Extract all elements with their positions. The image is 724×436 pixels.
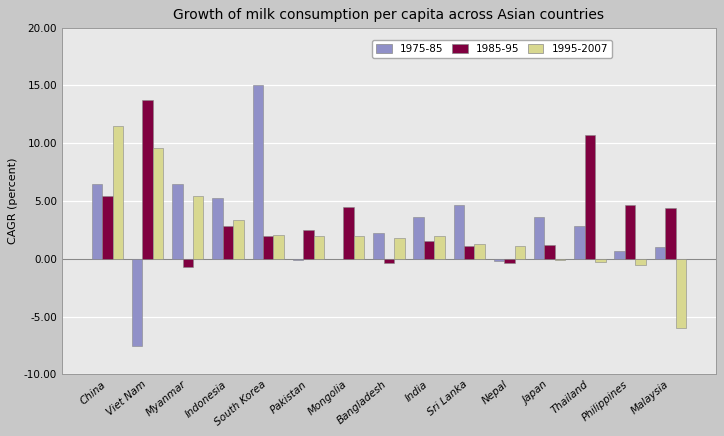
Bar: [233, 220, 244, 259]
Bar: [303, 230, 313, 259]
Bar: [675, 259, 686, 328]
Bar: [434, 236, 445, 259]
Bar: [424, 242, 434, 259]
Bar: [625, 204, 635, 259]
Bar: [654, 247, 665, 259]
Bar: [143, 100, 153, 259]
Bar: [343, 207, 354, 259]
Y-axis label: CAGR (percent): CAGR (percent): [9, 158, 18, 244]
Bar: [515, 246, 525, 259]
Bar: [193, 196, 203, 259]
Bar: [635, 259, 646, 265]
Bar: [253, 85, 263, 259]
Bar: [585, 135, 595, 259]
Bar: [113, 126, 123, 259]
Bar: [354, 236, 364, 259]
Bar: [394, 238, 405, 259]
Bar: [544, 245, 555, 259]
Bar: [292, 259, 303, 260]
Bar: [223, 226, 233, 259]
Bar: [102, 196, 113, 259]
Bar: [384, 259, 394, 263]
Bar: [274, 235, 284, 259]
Bar: [665, 208, 675, 259]
Legend: 1975-85, 1985-95, 1995-2007: 1975-85, 1985-95, 1995-2007: [372, 40, 613, 58]
Bar: [615, 251, 625, 259]
Bar: [313, 236, 324, 259]
Bar: [132, 259, 143, 345]
Bar: [453, 204, 464, 259]
Bar: [212, 198, 223, 259]
Bar: [92, 184, 102, 259]
Bar: [413, 217, 424, 259]
Bar: [172, 184, 182, 259]
Bar: [574, 226, 585, 259]
Bar: [263, 236, 274, 259]
Bar: [373, 233, 384, 259]
Bar: [555, 259, 565, 260]
Title: Growth of milk consumption per capita across Asian countries: Growth of milk consumption per capita ac…: [173, 8, 605, 22]
Bar: [504, 259, 515, 263]
Bar: [464, 246, 474, 259]
Bar: [474, 244, 485, 259]
Bar: [595, 259, 605, 262]
Bar: [534, 217, 544, 259]
Bar: [182, 259, 193, 267]
Bar: [153, 148, 164, 259]
Bar: [494, 259, 504, 261]
